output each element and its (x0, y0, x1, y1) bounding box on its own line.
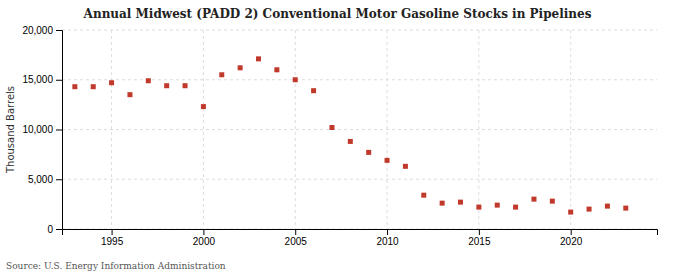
tick: 5,000 (28, 174, 62, 185)
tick: 2015 (468, 229, 491, 247)
y-grid (62, 30, 657, 229)
tick-label: 15,000 (22, 74, 53, 85)
tick-mark (112, 229, 113, 235)
tick: 20,000 (22, 25, 62, 36)
tick-mark (571, 229, 572, 235)
grid-line (62, 79, 657, 80)
y-axis: 0 5,000 10,000 15,000 20,000 (22, 25, 62, 235)
point (201, 104, 206, 109)
tick: 15,000 (22, 74, 62, 85)
grid-line (62, 179, 657, 180)
tick: 2010 (376, 229, 399, 247)
tick-label: 2020 (560, 236, 583, 247)
axis-line (63, 230, 658, 236)
point (91, 84, 96, 89)
point (329, 125, 334, 130)
point (385, 158, 390, 163)
plot-area: 1995 2000 2005 2010 2015 2020 0 5,000 10,000 15,0… (22, 25, 657, 247)
point (531, 197, 536, 202)
tick-label: 10,000 (22, 124, 53, 135)
point (238, 65, 243, 70)
point (403, 164, 408, 169)
tick: 10,000 (22, 124, 62, 135)
point (605, 204, 610, 209)
axis-line (56, 31, 63, 230)
title: Annual Midwest (PADD 2) Conventional Mot… (83, 7, 592, 21)
tick-label: 2010 (376, 236, 399, 247)
tick-label: 5,000 (28, 174, 53, 185)
tick-mark (479, 229, 480, 235)
point (109, 80, 114, 85)
tick-mark (203, 229, 204, 235)
grid-line (203, 30, 204, 229)
tick-mark (295, 229, 296, 235)
tick-label: 20,000 (22, 25, 53, 36)
point (293, 77, 298, 82)
tick: 2000 (193, 229, 216, 247)
point (513, 205, 518, 210)
tick-mark (56, 80, 62, 81)
point (366, 150, 371, 155)
chart: 1995 2000 2005 2010 2015 2020 0 5,000 10,000 15,0… (0, 0, 675, 275)
point (587, 207, 592, 212)
tick: 2005 (285, 229, 308, 247)
tick-label: 1995 (101, 236, 124, 247)
tick: 2020 (560, 229, 583, 247)
point (421, 193, 426, 198)
source-note: Source: U.S. Energy Information Administ… (6, 261, 226, 271)
point (219, 72, 224, 77)
point (623, 206, 628, 211)
tick-mark (56, 130, 62, 131)
point (568, 210, 573, 215)
grid-line (62, 30, 657, 31)
tick-mark (387, 229, 388, 235)
point (550, 199, 555, 204)
x-axis: 1995 2000 2005 2010 2015 2020 (63, 229, 658, 247)
point (440, 201, 445, 206)
tick-mark (56, 229, 62, 230)
grid-line (62, 129, 657, 130)
point (274, 67, 279, 72)
tick-label: 2005 (285, 236, 308, 247)
y-axis-title: Thousand Barrels (5, 86, 16, 174)
point (127, 92, 132, 97)
point (311, 88, 316, 93)
point (72, 84, 77, 89)
point (183, 83, 188, 88)
point (164, 83, 169, 88)
point (256, 56, 261, 61)
tick-label: 2015 (468, 236, 491, 247)
tick-mark (56, 30, 62, 31)
tick-mark (56, 179, 62, 180)
point (476, 205, 481, 210)
grid-line (295, 30, 296, 229)
tick-label: 0 (47, 224, 53, 235)
point (348, 139, 353, 144)
tick: 1995 (101, 229, 124, 247)
point (495, 203, 500, 208)
tick: 0 (47, 224, 62, 235)
point (146, 78, 151, 83)
point (458, 200, 463, 205)
tick-label: 2000 (193, 236, 216, 247)
grid-line (570, 30, 571, 229)
points (72, 56, 628, 214)
